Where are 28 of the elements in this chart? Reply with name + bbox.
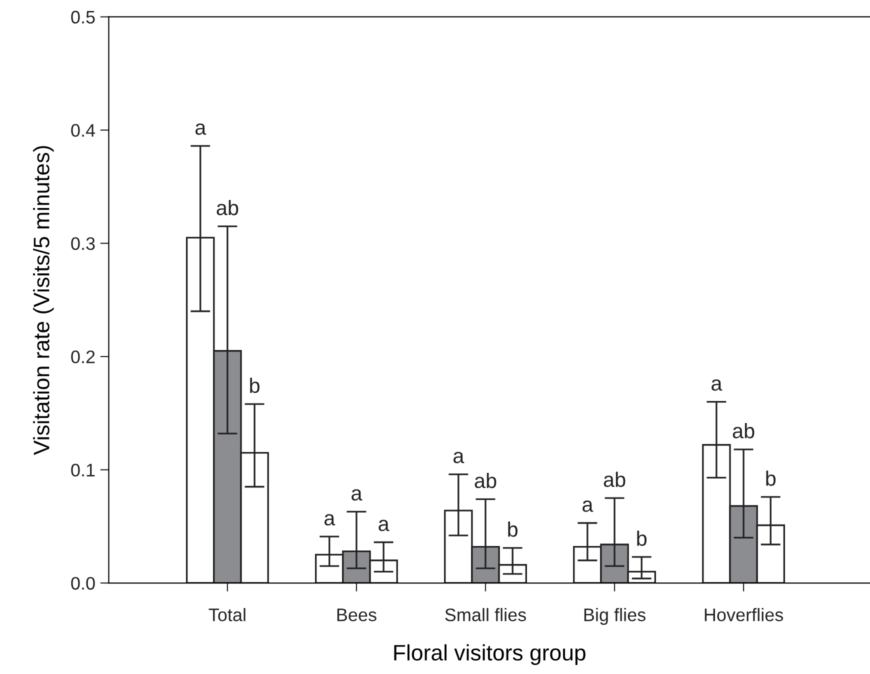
x-tick-label: Total xyxy=(208,608,246,622)
x-tick-label: Small flies xyxy=(445,608,526,622)
annotation: b xyxy=(766,470,776,486)
y-tick-label: 0.0 xyxy=(71,576,95,590)
y-tick-label: 0.1 xyxy=(71,464,95,476)
y-tick-label: 0.2 xyxy=(71,350,95,364)
x-axis-title: Floral visitors group xyxy=(394,644,586,665)
annotation: ab xyxy=(604,472,626,488)
annotation: a xyxy=(378,520,390,532)
annotation: b xyxy=(250,378,260,394)
annotation: a xyxy=(352,489,362,501)
y-tick-label: 0.5 xyxy=(71,10,95,24)
y-axis-title: Visitation rate (Visits/5 minutes) xyxy=(33,146,54,456)
annotation: b xyxy=(508,522,518,537)
annotation: a xyxy=(195,123,206,135)
y-tick-label: 0.4 xyxy=(71,124,96,137)
annotation: ab xyxy=(474,472,496,488)
annotation: b xyxy=(637,530,647,546)
x-tick-label: Hoverflies xyxy=(704,608,784,622)
annotation: a xyxy=(582,500,594,512)
annotation: ab xyxy=(732,423,754,438)
y-tick-label: 0.3 xyxy=(71,237,95,250)
annotation: a xyxy=(712,379,722,391)
annotation: a xyxy=(454,452,464,464)
annotation: ab xyxy=(216,200,238,216)
annotation: a xyxy=(324,514,336,526)
x-tick-label: Bees xyxy=(337,608,376,622)
x-tick-label: Big flies xyxy=(584,608,646,625)
